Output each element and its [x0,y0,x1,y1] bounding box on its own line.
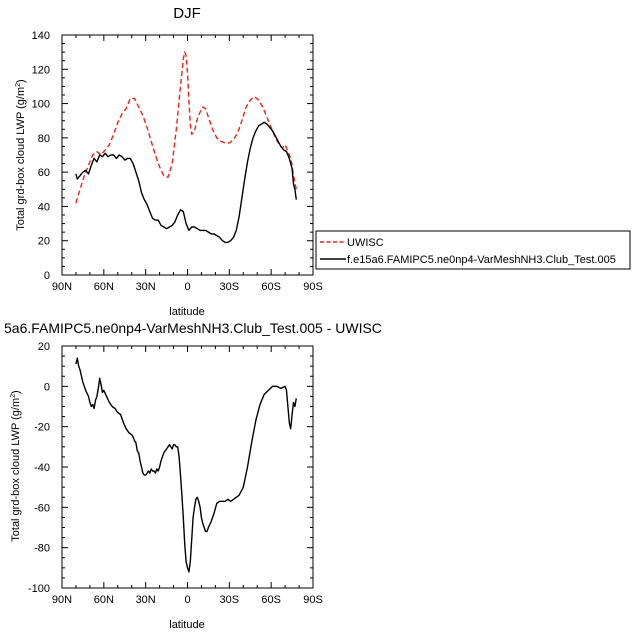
x-tick-label: 60N [94,594,114,606]
x-tick-label: 90N [52,281,72,293]
chart-bottom: 5a6.FAMIPC5.ne0np4-VarMeshNH3.Club_Test.… [4,320,382,631]
y-tick-label: -40 [34,462,50,474]
x-tick-label: 60S [261,594,281,606]
y-tick-label: -80 [34,543,50,555]
y-axis-label-top-main: Total grd-box cloud LWP (g/m [15,87,27,231]
y-tick-label: 100 [32,99,50,111]
plot-frame-bottom [61,345,314,589]
y-axis-label-bottom-close: ) [10,390,22,394]
y-tick-label: 120 [32,64,50,76]
x-tick-label: 30S [220,281,240,293]
legend: UWISC f.e15a6.FAMIPC5.ne0np4-VarMeshNH3.… [315,230,631,270]
chart-title-top: DJF [173,5,201,22]
y-tick-label: -100 [28,583,50,595]
chart-top: DJF 90N 60N 30N 0 30S 60S 90S 0 20 40 60 80 100 120 14… [15,5,323,318]
y-axis-label-top: Total grd-box cloud LWP (g/m2) [15,79,27,230]
ticks-top: 90N 60N 30N 0 30S 60S 90S 0 20 40 60 80 100 120 140 [32,30,323,293]
ticks-bottom: 90N 60N 30N 0 30S 60S 90S -100 -80 -60 -40 -20 0 20 [28,341,323,606]
x-tick-label: 90S [303,594,323,606]
y-axis-label-bottom-sup: 2 [10,394,17,398]
legend-label-uwisc: UWISC [347,237,384,249]
x-tick-label: 90N [52,594,72,606]
y-axis-label-top-close: ) [15,79,27,83]
y-tick-label: 80 [38,133,50,145]
x-axis-label-bottom: latitude [169,619,204,631]
x-tick-label: 60S [261,281,281,293]
y-tick-label: 0 [44,381,50,393]
y-tick-label: -60 [34,502,50,514]
y-tick-label: 140 [32,30,50,42]
x-tick-label: 90S [303,281,323,293]
series-line-uwisc [75,51,297,204]
x-tick-label: 0 [184,281,190,293]
x-tick-label: 0 [184,594,190,606]
legend-box [315,230,631,270]
y-tick-label: 60 [38,167,50,179]
legend-label-model: f.e15a6.FAMIPC5.ne0np4-VarMeshNH3.Club_T… [347,254,616,266]
y-tick-label: 0 [44,270,50,282]
y-tick-label: 20 [38,236,50,248]
chart-title-bottom: 5a6.FAMIPC5.ne0np4-VarMeshNH3.Club_Test.… [4,320,382,336]
y-tick-label: 40 [38,201,50,213]
series-line-model [75,121,297,244]
x-axis-label-top: latitude [169,306,204,318]
y-axis-label-bottom-main: Total grd-box cloud LWP (g/m [10,398,22,542]
series-line-difference [75,357,297,573]
x-tick-label: 30S [220,594,240,606]
x-tick-label: 30N [136,594,156,606]
x-tick-label: 60N [94,281,114,293]
y-tick-label: 20 [38,341,50,353]
y-tick-label: -20 [34,422,50,434]
y-axis-label-top-sup: 2 [15,83,22,87]
y-axis-label-bottom: Total grd-box cloud LWP (g/m2) [10,390,22,541]
plot-frame-top [61,34,314,276]
x-tick-label: 30N [136,281,156,293]
